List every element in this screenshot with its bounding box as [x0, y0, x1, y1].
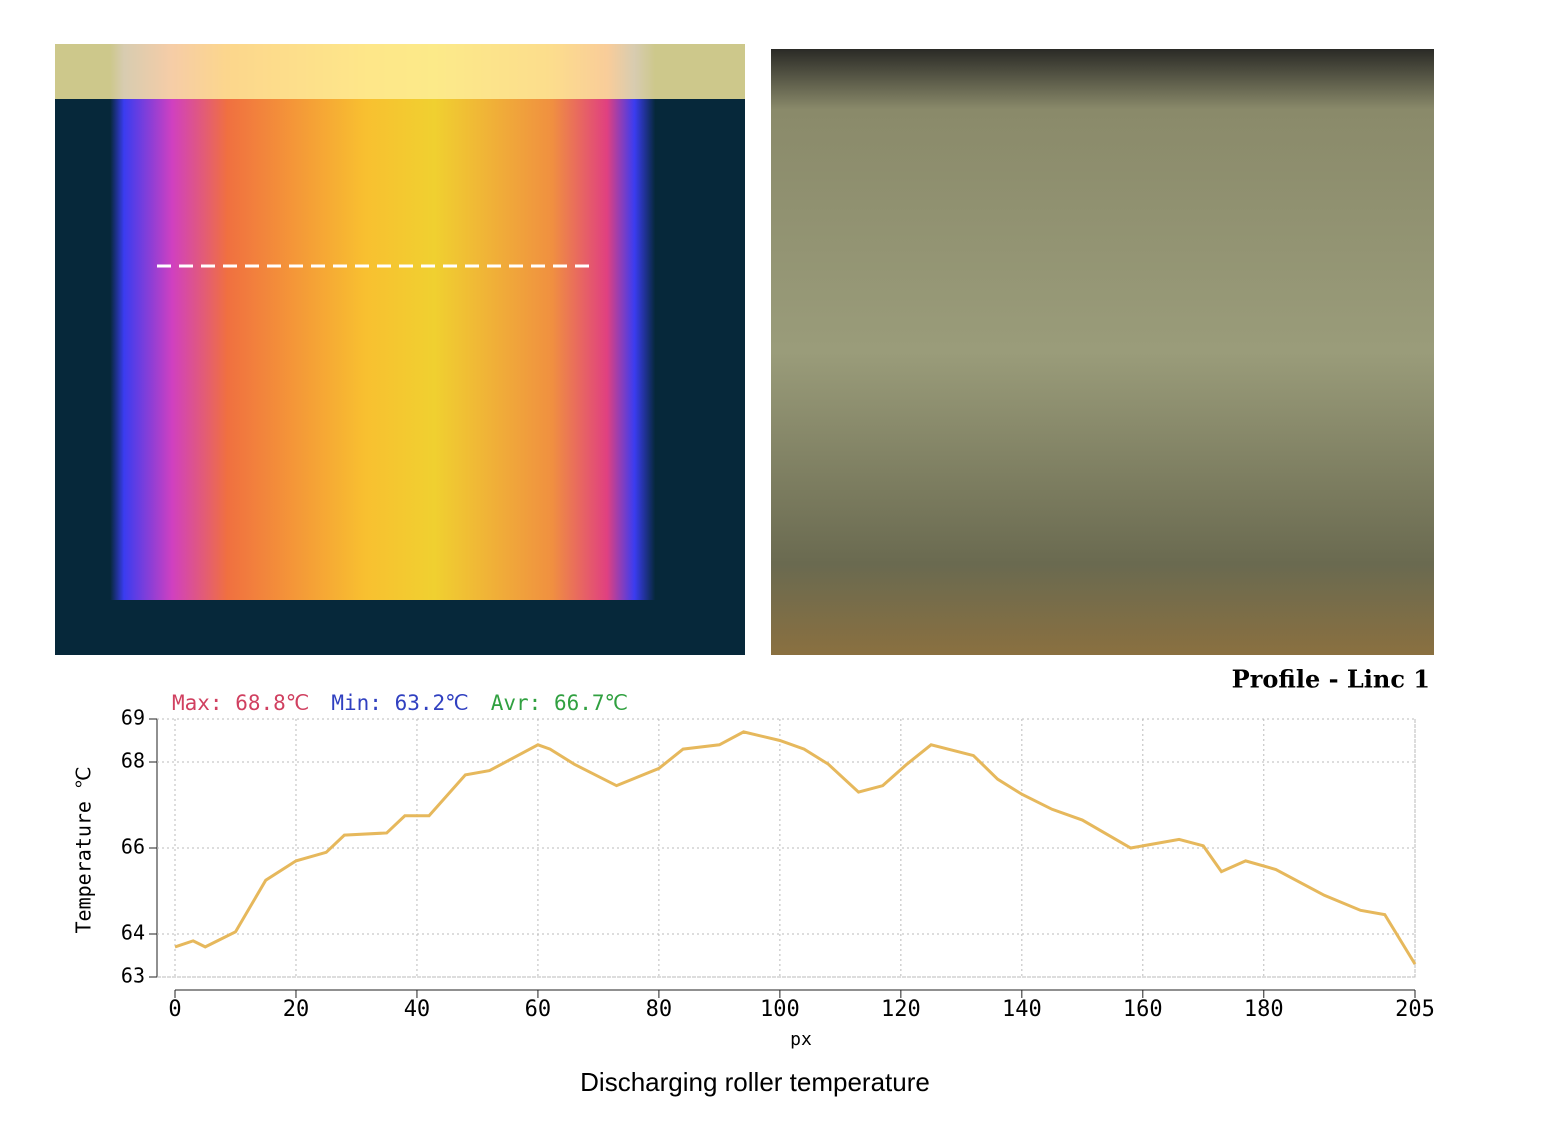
y-tick-label: 64	[121, 921, 145, 945]
temperature-line	[174, 730, 1417, 965]
x-tick-label: 120	[881, 997, 921, 1022]
x-tick-label: 140	[1002, 997, 1042, 1022]
caption: Discharging roller temperature	[580, 1067, 930, 1097]
x-axis-label: px	[790, 1029, 812, 1050]
y-tick-label: 68	[121, 749, 145, 773]
x-tick-label: 205	[1395, 997, 1435, 1022]
y-tick-label: 69	[121, 706, 145, 730]
plot-frame	[156, 718, 1416, 978]
y-tick-label: 63	[121, 964, 145, 988]
chart-title: Profile - Linc 1	[1232, 665, 1430, 694]
roller-photo	[771, 49, 1434, 655]
stat-label: Max: 68.8℃	[172, 691, 309, 715]
x-tick-label: 160	[1123, 997, 1163, 1022]
y-axis-label: Temperature ℃	[72, 767, 96, 934]
thermal-bottom	[55, 600, 745, 655]
y-tick-label: 66	[121, 835, 145, 859]
thermal-top	[55, 44, 745, 99]
x-tick-label: 100	[760, 997, 800, 1022]
x-tick-label: 40	[404, 997, 431, 1022]
x-tick-label: 60	[525, 997, 552, 1022]
x-tick-label: 80	[646, 997, 673, 1022]
x-tick-label: 20	[283, 997, 310, 1022]
stat-label: Min: 63.2℃	[331, 691, 468, 715]
x-tick-label: 180	[1244, 997, 1284, 1022]
thermal-image	[55, 44, 745, 655]
x-tick-label: 0	[168, 997, 181, 1022]
stat-label: Avr: 66.7℃	[491, 691, 628, 715]
